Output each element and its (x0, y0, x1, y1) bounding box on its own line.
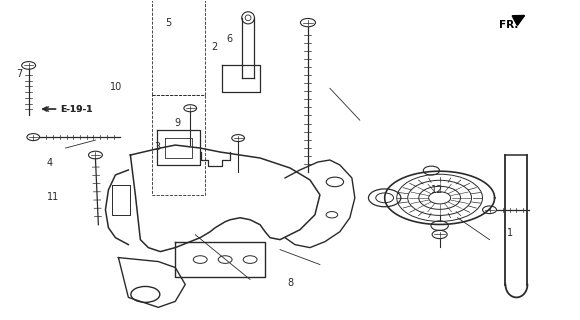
Text: 11: 11 (46, 192, 59, 202)
Text: E-19-1: E-19-1 (60, 105, 92, 114)
Text: 2: 2 (212, 42, 218, 52)
Text: FR.: FR. (499, 20, 519, 29)
Text: 9: 9 (174, 118, 180, 128)
Text: E-19-1: E-19-1 (60, 105, 92, 114)
Text: 8: 8 (287, 278, 293, 288)
Text: 10: 10 (110, 82, 122, 92)
Bar (153, 0, 205, 95)
Text: 5: 5 (165, 18, 172, 28)
Text: 12: 12 (432, 185, 444, 195)
Text: 3: 3 (154, 142, 160, 152)
Text: 7: 7 (16, 69, 23, 79)
Bar (153, 95, 205, 195)
Text: 4: 4 (47, 158, 53, 168)
Text: 6: 6 (226, 34, 233, 44)
Text: 1: 1 (507, 228, 513, 238)
